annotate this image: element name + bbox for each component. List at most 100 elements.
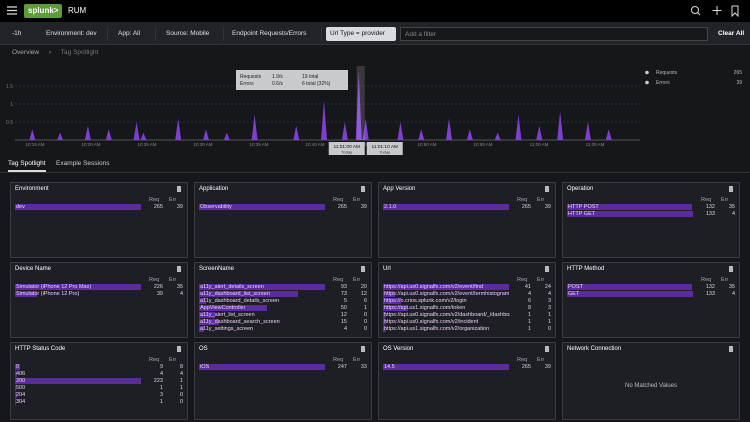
pin-icon[interactable]: [177, 266, 181, 272]
pin-icon[interactable]: [729, 266, 733, 272]
spike: [467, 129, 473, 140]
tag-row[interactable]: https://o.crios.splunk.com/v2/login63: [383, 298, 555, 304]
filter-dropdown[interactable]: App: All: [114, 27, 156, 41]
row-label: Simulator (iPhone 12 Pro): [16, 291, 79, 297]
spike: [536, 126, 542, 140]
tag-row[interactable]: a11y_alert_list_screen120: [199, 312, 371, 318]
tag-row[interactable]: https://api.us1.signalfx.com/v2/organiza…: [383, 326, 555, 332]
add-icon[interactable]: [713, 6, 722, 15]
column-header: Err: [169, 357, 176, 363]
err-value: 39: [535, 364, 551, 370]
column-header: Err: [721, 197, 728, 203]
tag-row[interactable]: GET1334: [567, 291, 739, 297]
row-label: GET: [568, 291, 579, 297]
column-header: Req: [333, 357, 343, 363]
filter-dropdown[interactable]: Endpoint Requests/Errors: [228, 27, 322, 41]
err-value: 8: [167, 364, 183, 370]
filter-chip[interactable]: Url Type = provider: [326, 27, 396, 41]
search-icon[interactable]: [692, 7, 701, 16]
time-picker[interactable]: -1h: [8, 27, 38, 41]
filter-dropdown[interactable]: Source: Mobile: [162, 27, 224, 41]
pin-icon[interactable]: [729, 186, 733, 192]
tag-row[interactable]: HTTP GET1334: [567, 211, 739, 217]
tag-row[interactable]: https://api.us0.signalfx.com/v2/dashboar…: [383, 312, 555, 318]
tag-row[interactable]: a11y_dashboard_details_screen56: [199, 298, 371, 304]
tag-row[interactable]: 30410: [15, 399, 187, 405]
tag-row[interactable]: Simulator (iPhone 12 Pro)394: [15, 291, 187, 297]
tag-row[interactable]: 2002231: [15, 378, 187, 384]
pin-icon[interactable]: [361, 186, 365, 192]
tag-row[interactable]: 20430: [15, 392, 187, 398]
req-value: 1: [147, 385, 163, 391]
breadcrumb-link[interactable]: Overview: [12, 49, 39, 56]
tab[interactable]: Tag Spotlight: [8, 160, 46, 172]
err-value: 24: [535, 284, 551, 290]
spike: [418, 129, 424, 140]
tag-row[interactable]: Observability26539: [199, 204, 371, 210]
filter-dropdown[interactable]: Environment: dev: [42, 27, 108, 41]
tag-row[interactable]: 098: [15, 364, 187, 370]
tooltip-rate: 1.9/s: [272, 74, 283, 80]
req-value: 132: [699, 284, 715, 290]
column-header: Err: [537, 357, 544, 363]
pin-icon[interactable]: [545, 186, 549, 192]
legend-eye: [645, 71, 649, 75]
req-value: 265: [515, 204, 531, 210]
pin-icon[interactable]: [361, 266, 365, 272]
tag-row[interactable]: a11y_dashboard_search_screen150: [199, 319, 371, 325]
tag-row[interactable]: dev26539: [15, 204, 187, 210]
row-label: 200: [16, 378, 25, 384]
tag-row[interactable]: https://api.us0.signalfx.com/v2/event/te…: [383, 291, 555, 297]
tag-row[interactable]: iOS24733: [199, 364, 371, 370]
tag-row[interactable]: a11y_dashboard_list_screen7312: [199, 291, 371, 297]
row-label: Observability: [200, 204, 232, 210]
bookmark-icon[interactable]: [732, 6, 738, 16]
tag-panel: HTTP Status CodeReqErr098406442002231500…: [10, 342, 188, 420]
tag-row[interactable]: 40644: [15, 371, 187, 377]
err-value: 35: [719, 204, 735, 210]
logo[interactable]: splunk>: [24, 4, 62, 18]
err-value: 35: [719, 284, 735, 290]
tag-panel: OperationReqErrHTTP POST13235HTTP GET133…: [562, 182, 740, 258]
tag-row[interactable]: https://api.us0.signalfx.com/v2/incident…: [383, 319, 555, 325]
tag-row[interactable]: a11y_settings_screen40: [199, 326, 371, 332]
pin-icon[interactable]: [361, 346, 365, 352]
pin-icon[interactable]: [177, 186, 181, 192]
tag-row[interactable]: POST 132 35: [567, 284, 739, 290]
timeline-chart: 0.511.510:15 AM10:20 AM10:25 AM10:30 AM1…: [0, 60, 750, 156]
row-label: https://api.us1.signalfx.com/v2/organiza…: [384, 326, 489, 332]
clear-all-button[interactable]: Clear All: [714, 27, 748, 41]
legend-value: 39: [736, 80, 742, 86]
pin-icon[interactable]: [729, 346, 733, 352]
tag-row[interactable]: AppViewController501: [199, 305, 371, 311]
pin-icon[interactable]: [545, 346, 549, 352]
tag-row[interactable]: Simulator (iPhone 12 Pro Max)22635: [15, 284, 187, 290]
panel-title: Application: [199, 186, 228, 192]
tag-row[interactable]: a11y_alert_details_screen9320: [199, 284, 371, 290]
bar: [199, 364, 325, 370]
tag-row[interactable]: 50011: [15, 385, 187, 391]
y-tick-label: 1.5: [6, 84, 13, 90]
row-label: Simulator (iPhone 12 Pro Max): [16, 284, 91, 290]
spike: [585, 122, 591, 140]
tag-row[interactable]: HTTP POST13235: [567, 204, 739, 210]
tooltip-rate: 0.6/s: [272, 81, 283, 87]
column-header: Err: [353, 197, 360, 203]
row-label: POST: [568, 284, 583, 290]
breadcrumb: Overview › Tag Spotlight: [12, 49, 98, 56]
err-value: 0: [167, 399, 183, 405]
tab[interactable]: Example Sessions: [56, 160, 109, 167]
menu-icon[interactable]: [7, 6, 17, 15]
req-value: 4: [147, 371, 163, 377]
pin-icon[interactable]: [545, 266, 549, 272]
filter-input[interactable]: Add a filter: [400, 27, 708, 41]
pin-icon[interactable]: [177, 346, 181, 352]
tag-row[interactable]: https://api.us0.signalfx.com/v2/event/fi…: [383, 284, 555, 290]
req-value: 1: [515, 326, 531, 332]
tag-row[interactable]: 14.526539: [383, 364, 555, 370]
tag-row[interactable]: https://api.us1.signalfx.com/token83: [383, 305, 555, 311]
req-value: 132: [699, 204, 715, 210]
tag-row[interactable]: 2.1.026539: [383, 204, 555, 210]
column-header: Err: [169, 197, 176, 203]
x-tick-label: 10:30 AM: [193, 142, 212, 147]
